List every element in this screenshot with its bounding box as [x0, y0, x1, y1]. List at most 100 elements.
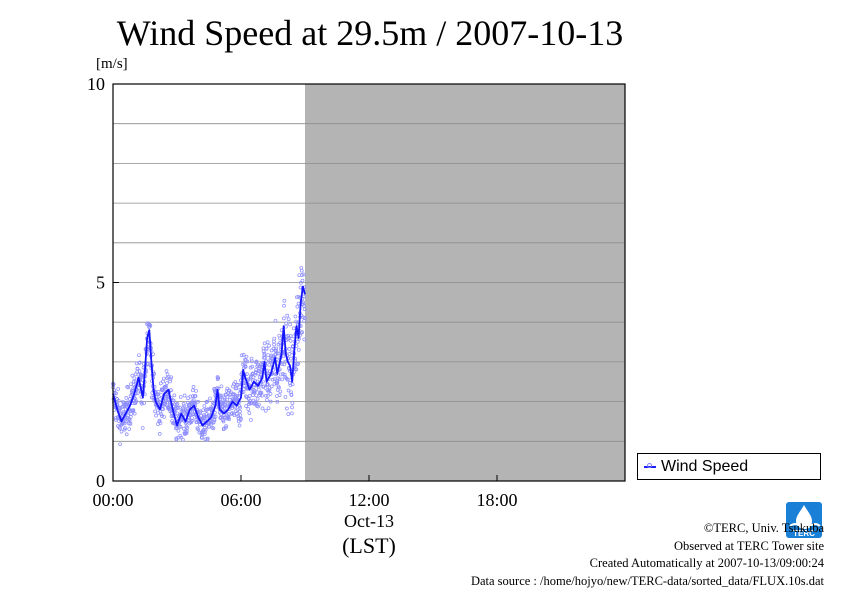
- sample-point: [119, 429, 124, 434]
- sample-point: [207, 424, 211, 429]
- sample-point: [123, 419, 128, 424]
- sample-point: [282, 372, 287, 377]
- sample-point: [265, 381, 270, 386]
- sample-point: [246, 407, 251, 411]
- sample-point: [182, 404, 187, 408]
- sample-point: [227, 417, 231, 422]
- sample-point: [300, 330, 305, 335]
- sample-point: [275, 399, 280, 404]
- sample-point: [137, 369, 142, 374]
- sample-point: [159, 412, 164, 417]
- sample-point: [245, 359, 250, 364]
- sample-point: [283, 359, 288, 364]
- sample-point: [265, 394, 270, 398]
- sample-point: [264, 393, 268, 398]
- sample-point: [281, 316, 286, 321]
- sample-point: [236, 414, 241, 419]
- sample-point: [257, 402, 261, 407]
- wind-speed-line: [112, 285, 306, 427]
- sample-point: [233, 380, 238, 384]
- sample-point: [211, 420, 216, 425]
- sample-point: [288, 338, 293, 343]
- sample-point: [163, 401, 168, 406]
- credits-block: ©TERC, Univ. Tsukuba Observed at TERC To…: [471, 520, 824, 590]
- sample-point: [253, 389, 257, 393]
- sample-point: [239, 353, 244, 358]
- sample-point: [135, 367, 140, 371]
- sample-point: [116, 387, 121, 391]
- sample-point: [147, 322, 152, 327]
- sample-point: [275, 380, 280, 385]
- sample-point: [140, 426, 145, 430]
- sample-point: [140, 401, 144, 406]
- sample-point: [111, 382, 116, 387]
- sample-point: [131, 382, 136, 387]
- terc-logo: TERC: [786, 502, 822, 538]
- sample-point: [211, 426, 216, 431]
- sample-point: [301, 272, 306, 277]
- legend-point-swatch: [647, 463, 652, 468]
- sample-point: [255, 379, 260, 384]
- sample-point: [288, 383, 293, 388]
- sample-point: [239, 416, 243, 421]
- tick-labels: 0 5 10 00:00 06:00 12:00 18:00 Oct-13(LST): [87, 74, 518, 558]
- sample-point: [222, 396, 227, 401]
- sample-point: [243, 364, 248, 369]
- sample-point: [202, 404, 207, 408]
- sample-point: [219, 384, 224, 389]
- sample-point: [229, 390, 233, 395]
- sample-point: [137, 353, 141, 358]
- sample-point: [160, 414, 164, 418]
- sample-point: [124, 396, 129, 400]
- sample-point: [270, 377, 275, 382]
- sample-point: [285, 313, 290, 318]
- y-tick-label: 10: [87, 74, 105, 94]
- sample-point: [272, 342, 276, 347]
- sample-point: [148, 323, 153, 328]
- sample-point: [229, 412, 234, 416]
- sample-point: [190, 418, 194, 423]
- sample-point: [177, 405, 182, 410]
- sample-point: [118, 442, 122, 447]
- sample-point: [196, 427, 201, 432]
- sample-point: [196, 399, 200, 404]
- sample-point: [263, 408, 268, 413]
- sample-point: [230, 411, 234, 415]
- sample-point: [288, 322, 292, 327]
- sample-point: [218, 416, 223, 420]
- sample-point: [280, 362, 284, 367]
- sample-point: [134, 399, 139, 404]
- sample-point: [188, 394, 193, 399]
- sample-point: [248, 376, 253, 381]
- sample-point: [267, 343, 271, 348]
- sample-point: [254, 359, 259, 364]
- sample-point: [294, 295, 299, 300]
- sample-point: [302, 337, 307, 342]
- sample-point: [250, 364, 255, 369]
- sample-point: [159, 393, 164, 397]
- sample-point: [242, 383, 247, 388]
- sample-point: [245, 372, 249, 376]
- sample-point: [216, 376, 221, 380]
- sample-point: [174, 406, 178, 411]
- sample-point: [224, 424, 228, 429]
- site-text: Observed at TERC Tower site: [673, 538, 824, 553]
- sample-point: [114, 391, 118, 396]
- sample-point: [265, 398, 269, 402]
- sample-point: [277, 385, 281, 390]
- sample-point: [193, 394, 198, 398]
- sample-point: [287, 352, 292, 356]
- sample-point: [256, 387, 261, 392]
- sample-point: [283, 395, 288, 399]
- sample-point: [262, 341, 267, 346]
- sample-point: [219, 393, 224, 398]
- sample-point: [266, 382, 270, 387]
- sample-point: [185, 426, 190, 430]
- sample-point: [282, 303, 286, 308]
- sample-point: [129, 411, 133, 416]
- sample-point: [189, 420, 193, 425]
- sample-point: [224, 425, 228, 430]
- sample-point: [125, 402, 130, 407]
- sample-point: [299, 268, 304, 273]
